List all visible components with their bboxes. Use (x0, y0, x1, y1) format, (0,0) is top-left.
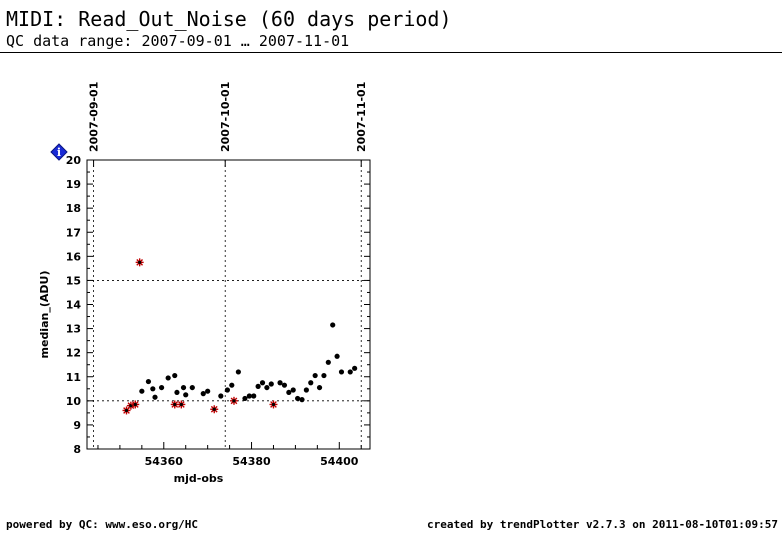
data-point (229, 382, 235, 388)
info-diamond-icon: i (50, 143, 68, 161)
y-tick-label: 20 (66, 154, 82, 167)
y-tick-label: 16 (66, 250, 82, 263)
data-point (158, 384, 165, 391)
x-tick-label: 54380 (232, 455, 271, 468)
data-point (255, 383, 261, 389)
data-point (316, 384, 323, 391)
data-point (205, 388, 211, 394)
top-date-label: 2007-11-01 (355, 82, 368, 152)
data-point (246, 393, 252, 399)
data-range-subtitle: QC data range: 2007-09-01 … 2007-11-01 (6, 32, 350, 50)
data-point (183, 392, 189, 398)
data-point (312, 372, 318, 379)
data-point (145, 378, 152, 385)
data-point (321, 372, 327, 379)
y-tick-label: 8 (73, 443, 81, 456)
x-axis-label: mjd-obs (174, 472, 224, 485)
y-axis-label: median_(ADU) (38, 271, 51, 359)
footer-created-by: created by trendPlotter v2.7.3 on 2011-0… (427, 518, 778, 531)
y-tick-label: 9 (73, 419, 81, 432)
y-tick-label: 19 (66, 178, 81, 191)
data-point (172, 372, 178, 379)
data-point (338, 369, 345, 375)
flagged-data-point (135, 258, 144, 267)
flagged-data-point (269, 400, 278, 409)
data-point (235, 369, 241, 375)
header-divider (0, 52, 782, 53)
data-point (224, 387, 231, 393)
top-date-label: 2007-09-01 (88, 82, 101, 152)
flagged-data-point (177, 400, 186, 409)
svg-text:i: i (57, 146, 61, 159)
data-point (174, 389, 180, 396)
y-tick-label: 11 (66, 371, 81, 384)
data-point (303, 387, 309, 393)
x-tick-label: 54360 (145, 455, 184, 468)
data-point (251, 393, 257, 399)
flagged-data-point (229, 396, 238, 405)
data-point (165, 375, 171, 381)
footer-powered-by: powered by QC: www.eso.org/HC (6, 518, 199, 531)
y-tick-label: 10 (66, 395, 82, 408)
y-tick-label: 17 (66, 226, 81, 239)
data-point (139, 388, 145, 394)
data-point (259, 380, 266, 386)
data-point (189, 384, 195, 391)
data-point (264, 384, 270, 391)
top-date-label: 2007-10-01 (219, 82, 232, 152)
data-point (347, 369, 353, 375)
data-point (352, 365, 358, 371)
data-point (330, 322, 336, 328)
data-point (286, 389, 292, 396)
data-point (218, 393, 224, 399)
data-point (242, 395, 248, 402)
y-tick-label: 12 (66, 347, 81, 360)
data-point (308, 380, 314, 386)
y-tick-label: 13 (66, 323, 81, 336)
data-point (299, 397, 305, 403)
data-point (325, 359, 331, 365)
data-point (150, 386, 156, 392)
flagged-data-point (131, 400, 140, 409)
data-point (200, 391, 206, 397)
data-point (180, 384, 187, 391)
y-tick-label: 15 (66, 274, 81, 287)
data-point (281, 382, 288, 388)
chart-title: MIDI: Read_Out_Noise (60 days period) (6, 7, 452, 31)
data-point (277, 380, 283, 386)
data-point (295, 395, 301, 402)
y-tick-label: 18 (66, 202, 81, 215)
data-point (152, 394, 158, 400)
data-point (334, 353, 340, 359)
data-point (268, 381, 274, 387)
flagged-data-point (210, 405, 219, 414)
data-point (290, 387, 296, 393)
x-tick-label: 54400 (320, 455, 359, 468)
y-tick-label: 14 (66, 299, 82, 312)
